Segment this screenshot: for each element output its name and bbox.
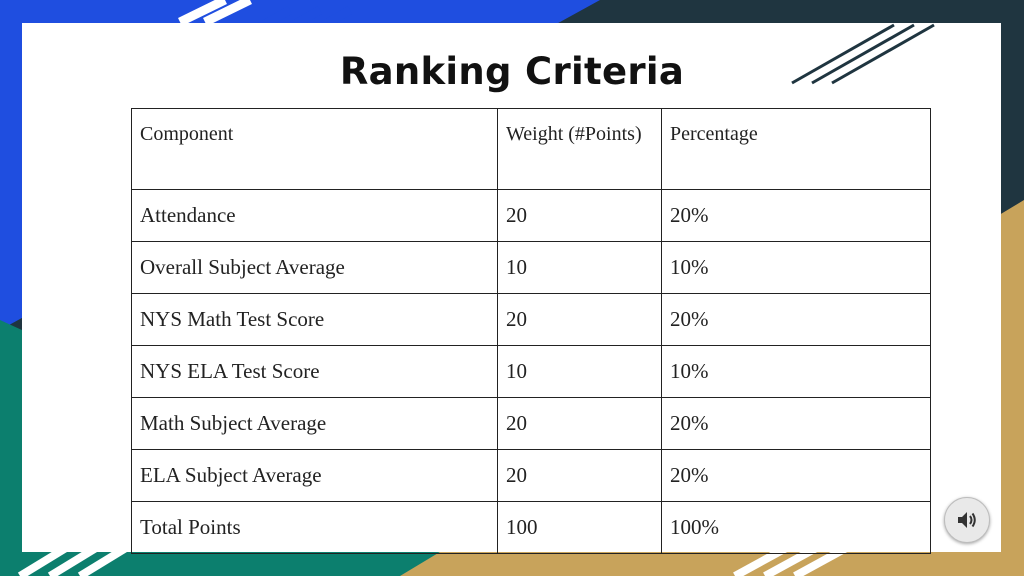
ranking-criteria-table: Component Weight (#Points) Percentage At… bbox=[131, 108, 931, 554]
header-percentage: Percentage bbox=[661, 108, 931, 190]
cell-weight: 100 bbox=[497, 501, 662, 554]
table-row: NYS ELA Test Score 10 10% bbox=[131, 345, 931, 398]
corner-stripes-top-right bbox=[791, 23, 935, 85]
cell-component: NYS Math Test Score bbox=[131, 293, 498, 346]
speaker-icon bbox=[958, 512, 976, 528]
cell-weight: 20 bbox=[497, 397, 662, 450]
cell-weight: 10 bbox=[497, 241, 662, 294]
cell-weight: 20 bbox=[497, 189, 662, 242]
cell-percentage: 10% bbox=[661, 345, 931, 398]
cell-percentage: 20% bbox=[661, 449, 931, 502]
cell-component: NYS ELA Test Score bbox=[131, 345, 498, 398]
table-header-row: Component Weight (#Points) Percentage bbox=[131, 108, 931, 190]
table-row: NYS Math Test Score 20 20% bbox=[131, 293, 931, 346]
cell-percentage: 20% bbox=[661, 189, 931, 242]
table-row: ELA Subject Average 20 20% bbox=[131, 449, 931, 502]
cell-component: Attendance bbox=[131, 189, 498, 242]
cell-weight: 20 bbox=[497, 293, 662, 346]
cell-component: Math Subject Average bbox=[131, 397, 498, 450]
table-row-total: Total Points 100 100% bbox=[131, 501, 931, 554]
cell-percentage: 20% bbox=[661, 397, 931, 450]
table-row: Math Subject Average 20 20% bbox=[131, 397, 931, 450]
cell-weight: 10 bbox=[497, 345, 662, 398]
cell-component: ELA Subject Average bbox=[131, 449, 498, 502]
cell-component: Overall Subject Average bbox=[131, 241, 498, 294]
cell-percentage: 10% bbox=[661, 241, 931, 294]
header-component: Component bbox=[131, 108, 498, 190]
cell-weight: 20 bbox=[497, 449, 662, 502]
table-row: Overall Subject Average 10 10% bbox=[131, 241, 931, 294]
cell-percentage: 100% bbox=[661, 501, 931, 554]
header-weight: Weight (#Points) bbox=[497, 108, 662, 190]
table-row: Attendance 20 20% bbox=[131, 189, 931, 242]
cell-percentage: 20% bbox=[661, 293, 931, 346]
slide-title: Ranking Criteria bbox=[339, 50, 685, 93]
audio-play-button[interactable] bbox=[944, 497, 990, 543]
cell-component: Total Points bbox=[131, 501, 498, 554]
